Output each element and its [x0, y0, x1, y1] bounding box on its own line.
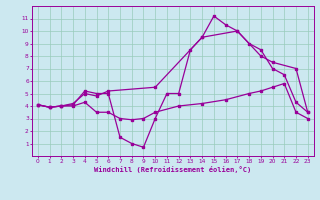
- X-axis label: Windchill (Refroidissement éolien,°C): Windchill (Refroidissement éolien,°C): [94, 166, 252, 173]
